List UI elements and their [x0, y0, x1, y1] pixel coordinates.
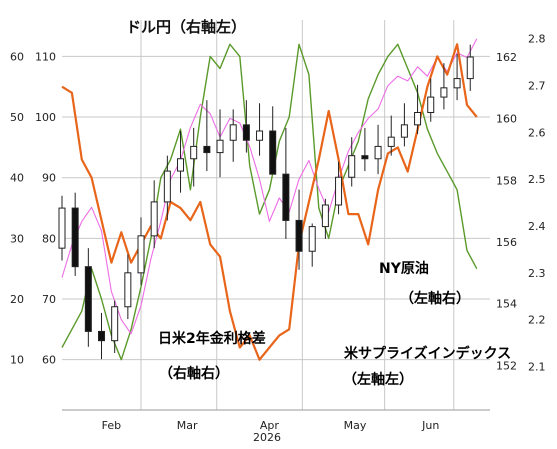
y-tick-right_outer: 2.1	[528, 361, 546, 374]
candle-body	[414, 112, 422, 126]
candle-body	[427, 96, 435, 114]
y-tick-right_outer: 2.5	[528, 173, 546, 186]
x-year-label: 2026	[253, 431, 281, 444]
x-tick-label: Jun	[421, 419, 439, 432]
y-tick-right_inner: 160	[496, 113, 517, 126]
y-tick-left_inner: 110	[35, 50, 56, 63]
candle-body	[335, 176, 343, 206]
y-tick-left_outer: 40	[10, 172, 24, 185]
surprise-label-line1: 米サプライズインデックス	[344, 345, 511, 362]
candle-body	[163, 170, 171, 203]
candle-body	[177, 158, 185, 172]
y-tick-left_inner: 60	[42, 354, 56, 367]
x-tick-label: Mar	[177, 419, 198, 432]
y-tick-right_outer: 2.4	[528, 220, 546, 233]
candle-body	[190, 145, 198, 160]
candle-body	[150, 201, 158, 237]
spread-label-line2: （右軸右）	[159, 365, 229, 382]
candle-body	[71, 207, 79, 268]
candle-body	[256, 130, 264, 141]
candle-body	[269, 130, 277, 175]
y-tick-right_inner: 154	[496, 298, 517, 311]
y-tick-left_outer: 60	[10, 50, 24, 63]
y-tick-left_outer: 10	[10, 354, 24, 367]
series-layer	[61, 38, 478, 361]
y-tick-left_outer: 20	[10, 293, 24, 306]
candle-body	[453, 78, 461, 89]
candle-body	[84, 266, 92, 332]
y-tick-right_outer: 2.8	[528, 33, 546, 46]
wti-label-line2: （左軸右）	[400, 290, 470, 307]
spread-label-line1: 日米2年金利格差	[158, 330, 266, 347]
axis-layer: 60 50 40 30 20 10 110 100 90 80 70 60 162 160 158 156 15…	[10, 33, 546, 432]
y-tick-left_inner: 70	[42, 293, 56, 306]
candle-body	[374, 145, 382, 160]
y-tick-right_inner: 158	[496, 174, 517, 187]
candle-body	[321, 204, 329, 228]
candle-body	[308, 226, 316, 252]
series-line-2	[61, 43, 478, 361]
candle-body	[440, 87, 448, 98]
candle-body	[282, 173, 290, 221]
y-tick-left_outer: 30	[10, 232, 24, 245]
candle-body	[203, 145, 211, 154]
y-tick-right_inner: 152	[496, 359, 517, 372]
y-tick-left_inner: 100	[35, 111, 56, 124]
y-tick-right_outer: 2.6	[528, 126, 546, 139]
y-tick-left_outer: 50	[10, 111, 24, 124]
y-tick-right_outer: 2.7	[528, 80, 546, 93]
candle-body	[400, 124, 408, 138]
series-line-0	[61, 43, 478, 361]
candle-body	[58, 207, 66, 249]
x-tick-label: May	[344, 419, 367, 432]
y-tick-left_inner: 80	[42, 232, 56, 245]
candle-body	[137, 235, 145, 274]
series-line-1	[61, 38, 478, 335]
surprise-label-line2: （左軸左）	[343, 371, 413, 388]
candle-body	[124, 272, 132, 308]
candle-body	[387, 136, 395, 147]
x-tick-label: Feb	[102, 419, 121, 432]
y-tick-left_inner: 90	[42, 172, 56, 185]
x-tick-label: Apr	[260, 419, 280, 432]
y-tick-right_inner: 162	[496, 51, 517, 64]
wti-label-line1: NY原油	[379, 260, 429, 277]
candle-body	[216, 139, 224, 154]
candle-body	[242, 124, 250, 141]
candle-body	[98, 330, 106, 342]
y-tick-right_outer: 2.2	[528, 314, 546, 327]
y-tick-right_inner: 156	[496, 236, 517, 249]
candle-body	[111, 306, 119, 342]
candle-body	[361, 155, 369, 160]
candle-body	[229, 124, 237, 141]
chart-title: ドル円（右軸左）	[126, 18, 246, 36]
candle-layer	[58, 44, 474, 360]
candle-body	[348, 155, 356, 178]
candle-body	[295, 219, 303, 252]
y-tick-right_outer: 2.3	[528, 267, 546, 280]
candle-body	[466, 56, 474, 80]
